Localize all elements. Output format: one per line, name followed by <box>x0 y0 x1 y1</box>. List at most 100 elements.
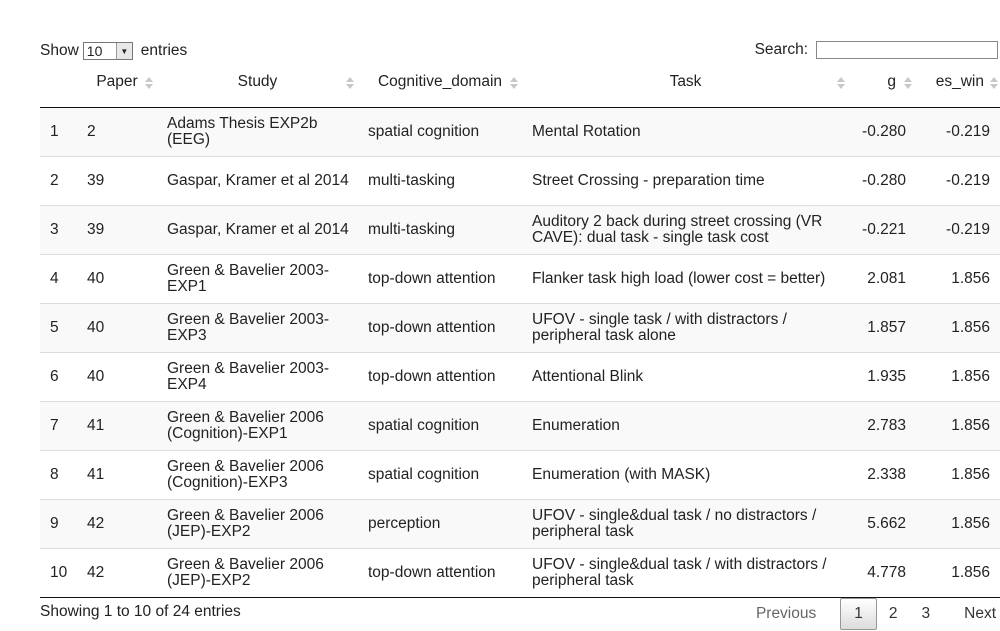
study-cell: Adams Thesis EXP2b (EEG) <box>157 107 358 157</box>
sort-icon <box>346 77 354 89</box>
es-win-cell: 1.856 <box>916 352 1000 402</box>
es-win-cell: 1.856 <box>916 303 1000 353</box>
cognitive-domain-cell: spatial cognition <box>358 450 522 500</box>
paper-cell: 40 <box>77 303 157 353</box>
sort-icon <box>990 77 998 89</box>
task-cell: Flanker task high load (lower cost = bet… <box>522 254 849 304</box>
es-win-cell: -0.219 <box>916 156 1000 206</box>
column-header-label: g <box>887 73 896 90</box>
header-row: Paper Study Cognitive_domain Task g es_w… <box>40 67 1000 108</box>
paper-cell: 2 <box>77 107 157 157</box>
column-header-es-win[interactable]: es_win <box>916 67 1000 108</box>
column-header-paper[interactable]: Paper <box>77 67 157 108</box>
paper-cell: 42 <box>77 499 157 549</box>
page-button-2[interactable]: 2 <box>888 605 898 622</box>
pagination: Previous 1 2 3 Next <box>744 598 1000 630</box>
g-cell: 5.662 <box>849 499 916 549</box>
es-win-cell: 1.856 <box>916 254 1000 304</box>
row-index: 9 <box>40 499 77 549</box>
table-row: 7 41 Green & Bavelier 2006 (Cognition)-EXP… <box>40 401 1000 451</box>
study-cell: Green & Bavelier 2006 (JEP)-EXP2 <box>157 548 358 598</box>
paper-cell: 40 <box>77 352 157 402</box>
column-header-label: es_win <box>935 73 984 90</box>
task-cell: UFOV - single&dual task / with distracto… <box>522 548 849 598</box>
row-index: 3 <box>40 205 77 255</box>
cognitive-domain-cell: top-down attention <box>358 352 522 402</box>
task-cell: Street Crossing - preparation time <box>522 156 849 206</box>
cognitive-domain-cell: spatial cognition <box>358 401 522 451</box>
table-row: 4 40 Green & Bavelier 2003-EXP1 top-down at… <box>40 254 1000 304</box>
paper-cell: 42 <box>77 548 157 598</box>
table-row: 6 40 Green & Bavelier 2003-EXP4 top-down at… <box>40 352 1000 402</box>
es-win-cell: 1.856 <box>916 499 1000 549</box>
row-index: 10 <box>40 548 77 598</box>
page-button-1[interactable]: 1 <box>840 598 877 630</box>
next-button[interactable]: Next <box>964 605 996 622</box>
row-index: 1 <box>40 107 77 157</box>
page-length-value: 10 <box>86 43 103 59</box>
task-cell: Auditory 2 back during street crossing (… <box>522 205 849 255</box>
row-index: 2 <box>40 156 77 206</box>
study-cell: Green & Bavelier 2003-EXP1 <box>157 254 358 304</box>
g-cell: -0.280 <box>849 107 916 157</box>
paper-cell: 39 <box>77 156 157 206</box>
row-index: 5 <box>40 303 77 353</box>
table-row: 1 2 Adams Thesis EXP2b (EEG) spatial cognit… <box>40 107 1000 157</box>
table-row: 5 40 Green & Bavelier 2003-EXP3 top-down at… <box>40 303 1000 353</box>
study-cell: Green & Bavelier 2003-EXP4 <box>157 352 358 402</box>
table-row: 9 42 Green & Bavelier 2006 (JEP)-EXP2 perce… <box>40 499 1000 549</box>
sort-icon <box>837 77 845 89</box>
column-header-g[interactable]: g <box>849 67 916 108</box>
search-control: Search: <box>755 41 998 59</box>
table-info: Showing 1 to 10 of 24 entries <box>40 603 241 620</box>
row-index: 8 <box>40 450 77 500</box>
data-table: Paper Study Cognitive_domain Task g es_w… <box>40 67 1000 598</box>
column-header-index <box>40 67 77 108</box>
page-length-select[interactable]: 10 ▼ <box>82 42 133 60</box>
task-cell: Attentional Blink <box>522 352 849 402</box>
column-header-cognitive-domain[interactable]: Cognitive_domain <box>358 67 522 108</box>
table-row: 8 41 Green & Bavelier 2006 (Cognition)-EXP… <box>40 450 1000 500</box>
cognitive-domain-cell: multi-tasking <box>358 156 522 206</box>
show-label: Show <box>40 42 79 59</box>
task-cell: UFOV - single&dual task / no distractors… <box>522 499 849 549</box>
page-length-control: Show 10 ▼ entries <box>40 42 187 60</box>
column-header-study[interactable]: Study <box>157 67 358 108</box>
study-cell: Green & Bavelier 2006 (JEP)-EXP2 <box>157 499 358 549</box>
g-cell: -0.280 <box>849 156 916 206</box>
row-index: 4 <box>40 254 77 304</box>
column-header-task[interactable]: Task <box>522 67 849 108</box>
sort-icon <box>145 77 153 89</box>
paper-cell: 40 <box>77 254 157 304</box>
g-cell: -0.221 <box>849 205 916 255</box>
row-index: 6 <box>40 352 77 402</box>
cognitive-domain-cell: spatial cognition <box>358 107 522 157</box>
search-input[interactable] <box>816 41 998 59</box>
g-cell: 2.338 <box>849 450 916 500</box>
cognitive-domain-cell: top-down attention <box>358 548 522 598</box>
es-win-cell: 1.856 <box>916 401 1000 451</box>
study-cell: Gaspar, Kramer et al 2014 <box>157 205 358 255</box>
es-win-cell: 1.856 <box>916 450 1000 500</box>
study-cell: Gaspar, Kramer et al 2014 <box>157 156 358 206</box>
chevron-down-icon[interactable]: ▼ <box>115 43 132 59</box>
es-win-cell: -0.219 <box>916 107 1000 157</box>
g-cell: 4.778 <box>849 548 916 598</box>
cognitive-domain-cell: multi-tasking <box>358 205 522 255</box>
g-cell: 1.857 <box>849 303 916 353</box>
es-win-cell: -0.219 <box>916 205 1000 255</box>
previous-button[interactable]: Previous <box>755 605 817 622</box>
task-cell: UFOV - single task / with distractors / … <box>522 303 849 353</box>
table-footer: Showing 1 to 10 of 24 entries Previous 1… <box>40 596 1000 631</box>
table-row: 3 39 Gaspar, Kramer et al 2014 multi-taskin… <box>40 205 1000 255</box>
study-cell: Green & Bavelier 2006 (Cognition)-EXP1 <box>157 401 358 451</box>
cognitive-domain-cell: perception <box>358 499 522 549</box>
table-row: 2 39 Gaspar, Kramer et al 2014 multi-taskin… <box>40 156 1000 206</box>
paper-cell: 39 <box>77 205 157 255</box>
study-cell: Green & Bavelier 2006 (Cognition)-EXP3 <box>157 450 358 500</box>
task-cell: Enumeration (with MASK) <box>522 450 849 500</box>
page-button-3[interactable]: 3 <box>921 605 931 622</box>
es-win-cell: 1.856 <box>916 548 1000 598</box>
column-header-label: Paper <box>96 73 138 90</box>
row-index: 7 <box>40 401 77 451</box>
